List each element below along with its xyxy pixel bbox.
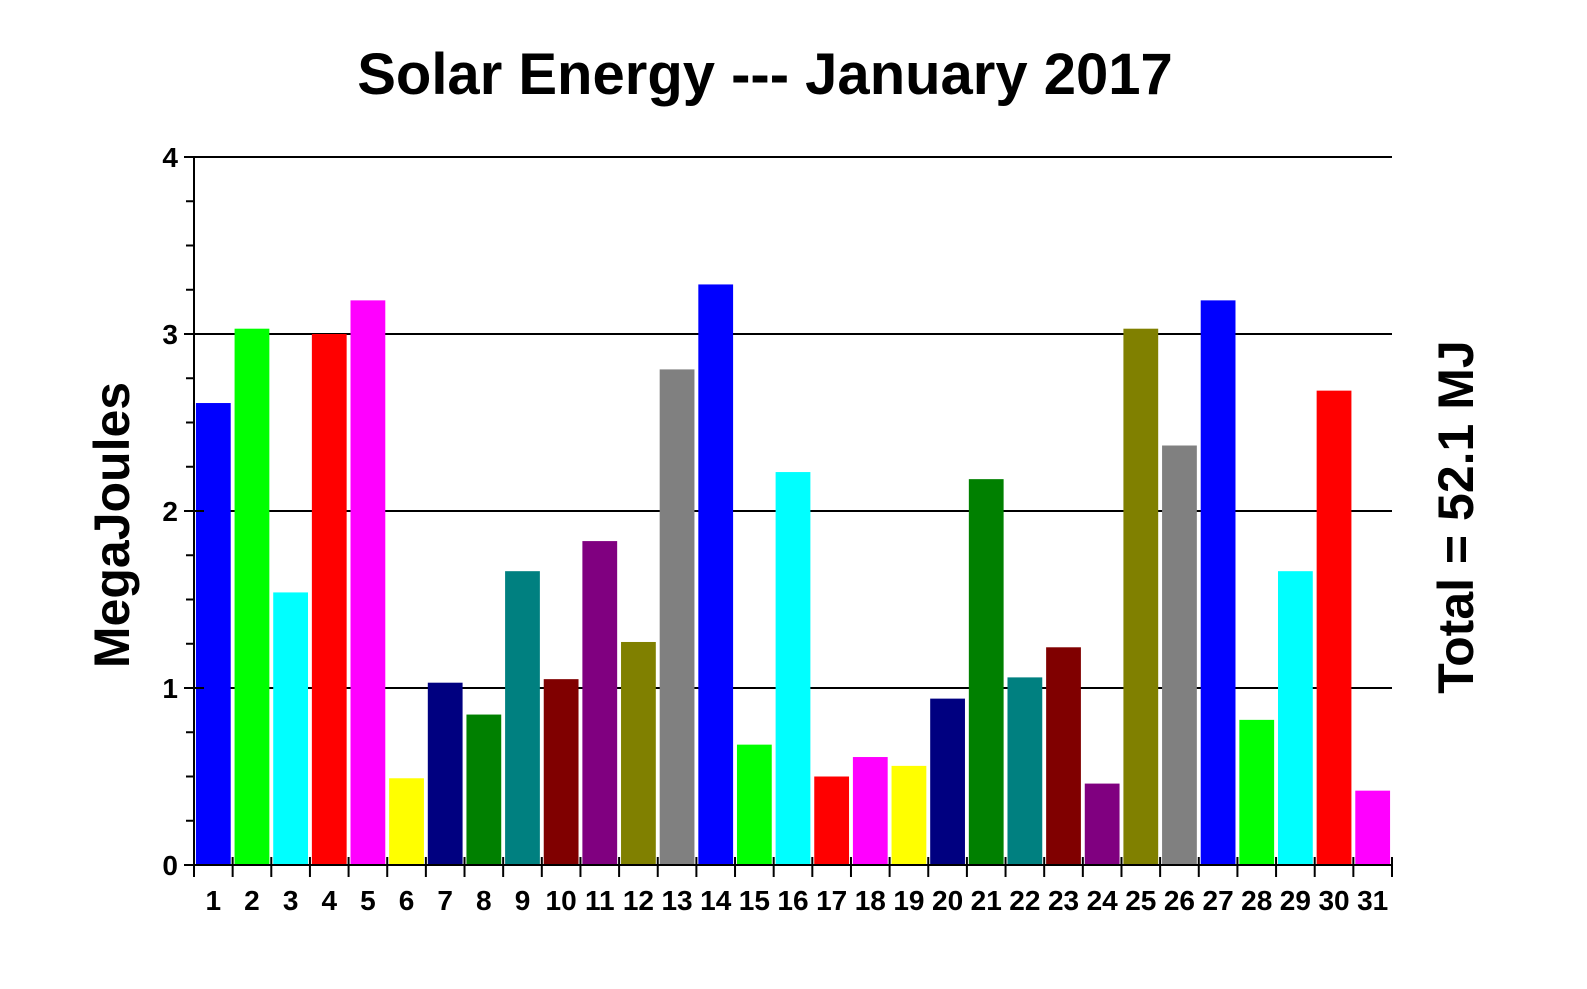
bar-day-21 xyxy=(968,479,1004,865)
x-tick-label: 20 xyxy=(932,885,963,916)
x-tick-label: 12 xyxy=(623,885,654,916)
bar-day-20 xyxy=(930,698,965,865)
y-tick-label: 3 xyxy=(162,319,178,350)
bar-day-23 xyxy=(1046,647,1081,865)
x-tick-label: 10 xyxy=(546,885,577,916)
bar-day-3 xyxy=(273,592,309,865)
bar-day-16 xyxy=(775,472,811,865)
x-tick-label: 19 xyxy=(893,885,924,916)
bar-day-24 xyxy=(1084,783,1120,865)
x-tick-label: 27 xyxy=(1203,885,1234,916)
bar-day-7 xyxy=(427,682,463,865)
bar-day-19 xyxy=(891,765,927,865)
bar-day-26 xyxy=(1162,445,1197,865)
bar-day-18 xyxy=(852,757,888,865)
x-tick-label: 18 xyxy=(855,885,886,916)
x-tick-label: 15 xyxy=(739,885,770,916)
bar-day-22 xyxy=(1007,677,1043,865)
total-label: Total = 52.1 MJ xyxy=(1428,340,1484,693)
x-tick-label: 25 xyxy=(1125,885,1156,916)
x-tick-label: 11 xyxy=(585,885,615,916)
x-tick-label: 14 xyxy=(700,885,732,916)
bar-day-31 xyxy=(1355,790,1391,865)
y-axis-label: MegaJoules xyxy=(84,382,140,668)
x-tick-label: 21 xyxy=(971,885,1002,916)
y-tick-label: 2 xyxy=(162,496,178,527)
x-tick-label: 4 xyxy=(321,885,337,916)
x-tick-label: 30 xyxy=(1318,885,1349,916)
x-tick-label: 1 xyxy=(206,885,222,916)
bar-day-28 xyxy=(1239,719,1275,865)
bar-day-2 xyxy=(234,328,270,865)
bar-day-17 xyxy=(814,776,850,865)
chart-title: Solar Energy --- January 2017 xyxy=(357,42,1173,107)
bar-day-4 xyxy=(311,334,347,865)
x-tick-label: 5 xyxy=(360,885,376,916)
x-tick-label: 22 xyxy=(1009,885,1040,916)
bar-day-5 xyxy=(350,300,386,865)
bar-day-30 xyxy=(1316,390,1352,865)
bar-day-1 xyxy=(195,403,231,865)
x-tick-label: 17 xyxy=(816,885,847,916)
bar-day-11 xyxy=(582,541,618,865)
x-tick-label: 2 xyxy=(244,885,260,916)
bar-day-10 xyxy=(543,679,579,865)
x-tick-label: 8 xyxy=(476,885,492,916)
y-tick-label: 4 xyxy=(162,142,178,173)
x-tick-label: 9 xyxy=(515,885,531,916)
x-tick-label: 31 xyxy=(1357,885,1388,916)
bar-day-8 xyxy=(466,714,502,865)
x-tick-label: 24 xyxy=(1087,885,1119,916)
x-tick-label: 23 xyxy=(1048,885,1079,916)
bar-day-29 xyxy=(1277,571,1313,865)
x-tick-label: 16 xyxy=(777,885,808,916)
x-tick-label: 26 xyxy=(1164,885,1195,916)
bar-day-13 xyxy=(659,369,695,865)
bar-day-27 xyxy=(1200,300,1236,865)
bar-day-14 xyxy=(698,284,734,865)
x-tick-label: 3 xyxy=(283,885,299,916)
bar-day-15 xyxy=(736,744,772,865)
bar-day-6 xyxy=(389,778,424,865)
bar-day-9 xyxy=(505,571,540,865)
y-tick-label: 1 xyxy=(162,673,178,704)
x-tick-label: 7 xyxy=(437,885,453,916)
x-tick-label: 28 xyxy=(1241,885,1272,916)
axis-layer xyxy=(184,156,1393,877)
y-tick-label: 0 xyxy=(162,850,178,881)
bar-day-12 xyxy=(621,641,656,865)
bar-layer xyxy=(195,284,1391,865)
x-tick-label: 13 xyxy=(661,885,692,916)
bar-day-25 xyxy=(1123,328,1159,865)
x-tick-label: 29 xyxy=(1280,885,1311,916)
x-tick-label: 6 xyxy=(399,885,415,916)
